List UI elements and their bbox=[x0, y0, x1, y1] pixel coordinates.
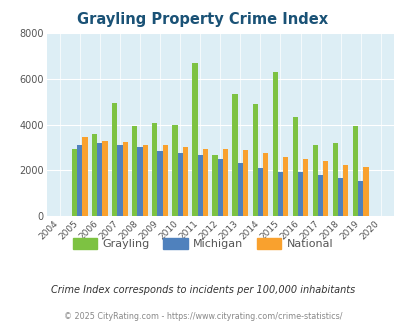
Bar bbox=[352, 126, 357, 216]
Bar bbox=[277, 172, 282, 216]
Bar bbox=[252, 104, 257, 216]
Bar bbox=[117, 145, 122, 216]
Bar bbox=[362, 167, 368, 216]
Bar bbox=[232, 94, 237, 216]
Bar bbox=[297, 172, 303, 216]
Bar bbox=[342, 165, 347, 216]
Bar bbox=[357, 181, 362, 216]
Bar bbox=[197, 155, 202, 216]
Bar bbox=[212, 155, 217, 216]
Text: Grayling Property Crime Index: Grayling Property Crime Index bbox=[77, 12, 328, 26]
Bar bbox=[92, 134, 97, 216]
Bar bbox=[282, 157, 288, 216]
Legend: Grayling, Michigan, National: Grayling, Michigan, National bbox=[68, 234, 337, 253]
Bar bbox=[162, 145, 168, 216]
Bar bbox=[192, 63, 197, 216]
Bar bbox=[202, 148, 207, 216]
Bar bbox=[222, 148, 228, 216]
Text: © 2025 CityRating.com - https://www.cityrating.com/crime-statistics/: © 2025 CityRating.com - https://www.city… bbox=[64, 312, 341, 321]
Bar bbox=[82, 137, 87, 216]
Bar bbox=[132, 126, 137, 216]
Bar bbox=[102, 141, 107, 216]
Bar bbox=[122, 142, 128, 216]
Bar bbox=[272, 72, 277, 216]
Bar bbox=[217, 159, 222, 216]
Bar bbox=[142, 145, 147, 216]
Bar bbox=[332, 143, 337, 216]
Bar bbox=[322, 161, 328, 216]
Bar bbox=[77, 145, 82, 216]
Bar bbox=[177, 153, 182, 216]
Bar bbox=[257, 168, 262, 216]
Bar bbox=[137, 148, 142, 216]
Bar bbox=[182, 148, 188, 216]
Bar bbox=[303, 159, 307, 216]
Bar bbox=[172, 124, 177, 216]
Text: Crime Index corresponds to incidents per 100,000 inhabitants: Crime Index corresponds to incidents per… bbox=[51, 285, 354, 295]
Bar bbox=[337, 179, 342, 216]
Bar bbox=[292, 116, 297, 216]
Bar bbox=[242, 150, 247, 216]
Bar bbox=[237, 163, 242, 216]
Bar bbox=[262, 153, 268, 216]
Bar bbox=[97, 143, 102, 216]
Bar bbox=[317, 175, 322, 216]
Bar bbox=[152, 123, 157, 216]
Bar bbox=[72, 148, 77, 216]
Bar bbox=[312, 145, 317, 216]
Bar bbox=[112, 103, 117, 216]
Bar bbox=[157, 151, 162, 216]
